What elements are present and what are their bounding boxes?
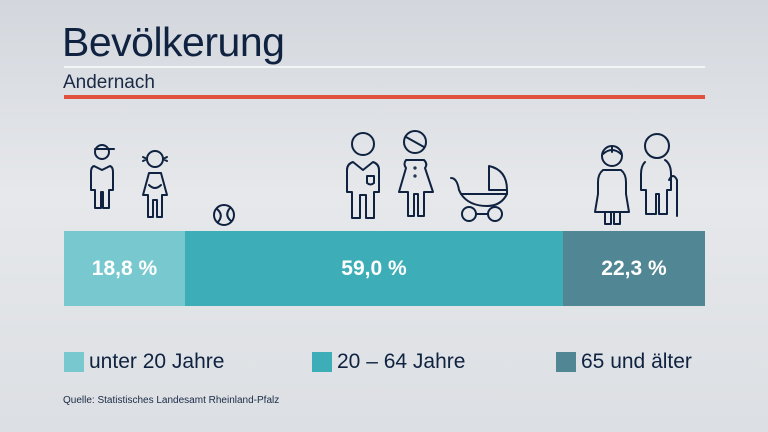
bar-segment-65-plus: 22,3 % [563, 231, 705, 306]
legend-swatch [556, 352, 576, 372]
segment-value-label: 18,8 % [91, 256, 158, 280]
woman-icon [398, 130, 434, 217]
source-note: Quelle: Statistisches Landesamt Rheinlan… [63, 395, 280, 406]
legend-label: 20 – 64 Jahre [337, 350, 466, 373]
girl-icon [142, 150, 168, 218]
legend-swatch [312, 352, 332, 372]
segment-value-label: 22,3 % [601, 256, 667, 280]
legend-item-20-64: 20 – 64 Jahre [312, 350, 465, 374]
legend-item-65-plus: 65 und älter [556, 350, 692, 374]
page-title: Bevölkerung [62, 19, 285, 65]
ball-icon [213, 204, 235, 226]
legend-swatch [64, 352, 84, 372]
segment-value-label: 59,0 % [341, 256, 407, 280]
legend-label: 65 und älter [581, 350, 692, 373]
title-divider [64, 66, 705, 68]
stroller-icon [450, 165, 508, 222]
legend-label: unter 20 Jahre [89, 350, 225, 373]
bar-segment-under-20: 18,8 % [64, 231, 185, 306]
illustration-row [0, 120, 768, 230]
legend-item-under-20: unter 20 Jahre [64, 350, 224, 374]
stacked-bar: 18,8 % 59,0 % 22,3 % [64, 231, 705, 306]
subtitle-location: Andernach [63, 72, 155, 93]
boy-icon [90, 144, 115, 209]
accent-rule [64, 95, 705, 99]
man-icon [346, 132, 380, 219]
bar-segment-20-64: 59,0 % [185, 231, 563, 306]
legend: unter 20 Jahre 20 – 64 Jahre 65 und älte… [64, 350, 724, 376]
old-man-with-cane-icon [640, 133, 678, 217]
old-woman-icon [594, 145, 630, 225]
